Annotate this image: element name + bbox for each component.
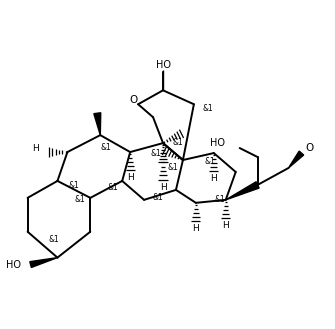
Text: HO: HO: [155, 61, 171, 70]
Text: H: H: [160, 183, 166, 192]
Text: &1: &1: [152, 193, 163, 202]
Polygon shape: [30, 258, 58, 267]
Text: &1: &1: [107, 183, 118, 192]
Text: &1: &1: [49, 235, 59, 244]
Text: &1: &1: [205, 157, 216, 165]
Text: HO: HO: [210, 138, 225, 148]
Text: H: H: [32, 143, 39, 153]
Text: &1: &1: [203, 104, 214, 113]
Text: O: O: [305, 143, 314, 153]
Text: H: H: [193, 224, 199, 233]
Text: H: H: [210, 174, 217, 184]
Text: &1: &1: [173, 138, 184, 147]
Text: &1: &1: [100, 142, 111, 152]
Text: &1: &1: [215, 195, 225, 204]
Text: &1: &1: [168, 164, 179, 172]
Text: O: O: [129, 95, 137, 105]
Text: H: H: [222, 221, 229, 230]
Text: &1: &1: [68, 181, 79, 190]
Text: HO: HO: [6, 260, 21, 269]
Polygon shape: [94, 113, 101, 135]
Text: H: H: [127, 173, 134, 183]
Text: &1: &1: [74, 195, 85, 204]
Polygon shape: [288, 151, 304, 168]
Polygon shape: [226, 182, 259, 200]
Text: &1: &1: [150, 149, 161, 158]
